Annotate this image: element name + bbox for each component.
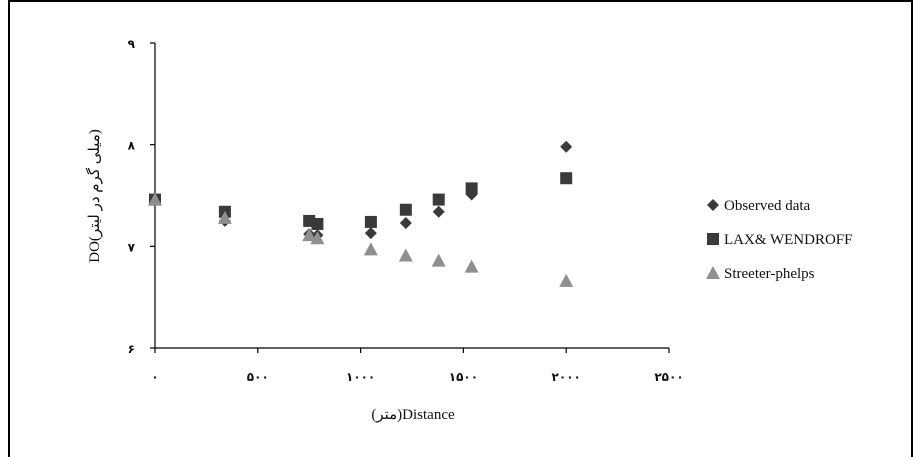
y-tick-label: ۶	[128, 342, 135, 356]
legend-diamond-icon	[707, 199, 719, 211]
series-square	[149, 172, 573, 230]
square-point	[465, 182, 478, 195]
legend-label: Streeter-phelps	[724, 266, 815, 282]
x-tick-label: ۵۰۰	[247, 370, 269, 384]
legend-square-icon	[707, 233, 719, 245]
triangle-point	[217, 210, 232, 224]
legend: Observed data LAX& WENDROFF Streeter-phelp…	[706, 198, 852, 282]
legend-triangle-icon	[706, 266, 720, 279]
x-tick-label: ۰	[151, 370, 158, 384]
triangle-point	[310, 231, 325, 245]
x-tick-label: ۲۵۰۰	[654, 370, 683, 384]
triangle-point	[559, 273, 574, 287]
square-point	[364, 215, 377, 228]
triangle-point	[148, 192, 162, 206]
square-point	[432, 193, 445, 206]
chart-frame	[8, 0, 913, 457]
y-tick-label: ۷	[128, 240, 136, 254]
x-tick-label: ۲۰۰۰	[552, 370, 581, 384]
series-diamond	[149, 140, 573, 242]
y-ticks: ۶ ۷ ۸ ۹	[128, 37, 155, 356]
x-ticks: ۰ ۵۰۰ ۱۰۰۰ ۱۵۰۰ ۲۰۰۰ ۲۵۰۰	[151, 348, 684, 384]
diamond-point	[560, 140, 573, 153]
square-point	[399, 203, 412, 216]
diamond-point	[399, 216, 412, 229]
legend-label: Observed data	[724, 198, 811, 214]
series-triangle	[148, 192, 574, 287]
legend-item: Streeter-phelps	[706, 266, 815, 282]
y-tick-label: ۸	[128, 139, 136, 153]
axes	[154, 43, 669, 349]
y-tick-label: ۹	[128, 37, 136, 51]
legend-label: LAX& WENDROFF	[724, 232, 852, 248]
diamond-point	[364, 227, 377, 240]
legend-item: Observed data	[707, 198, 811, 214]
triangle-point	[302, 228, 317, 242]
diamond-point	[432, 205, 445, 218]
legend-item: LAX& WENDROFF	[707, 232, 852, 248]
diamond-point	[465, 188, 478, 201]
triangle-point	[431, 253, 446, 267]
x-tick-label: ۱۵۰۰	[449, 370, 478, 384]
square-point	[560, 172, 573, 185]
x-axis-label: (متر)Distance	[371, 407, 455, 423]
y-axis-label: DO(میلی گرم در لیتر)	[85, 129, 103, 262]
data-marks	[148, 140, 574, 287]
triangle-point	[398, 248, 413, 262]
x-tick-label: ۱۰۰۰	[346, 370, 375, 384]
triangle-point	[464, 259, 479, 273]
triangle-point	[363, 242, 378, 256]
square-point	[311, 217, 324, 230]
